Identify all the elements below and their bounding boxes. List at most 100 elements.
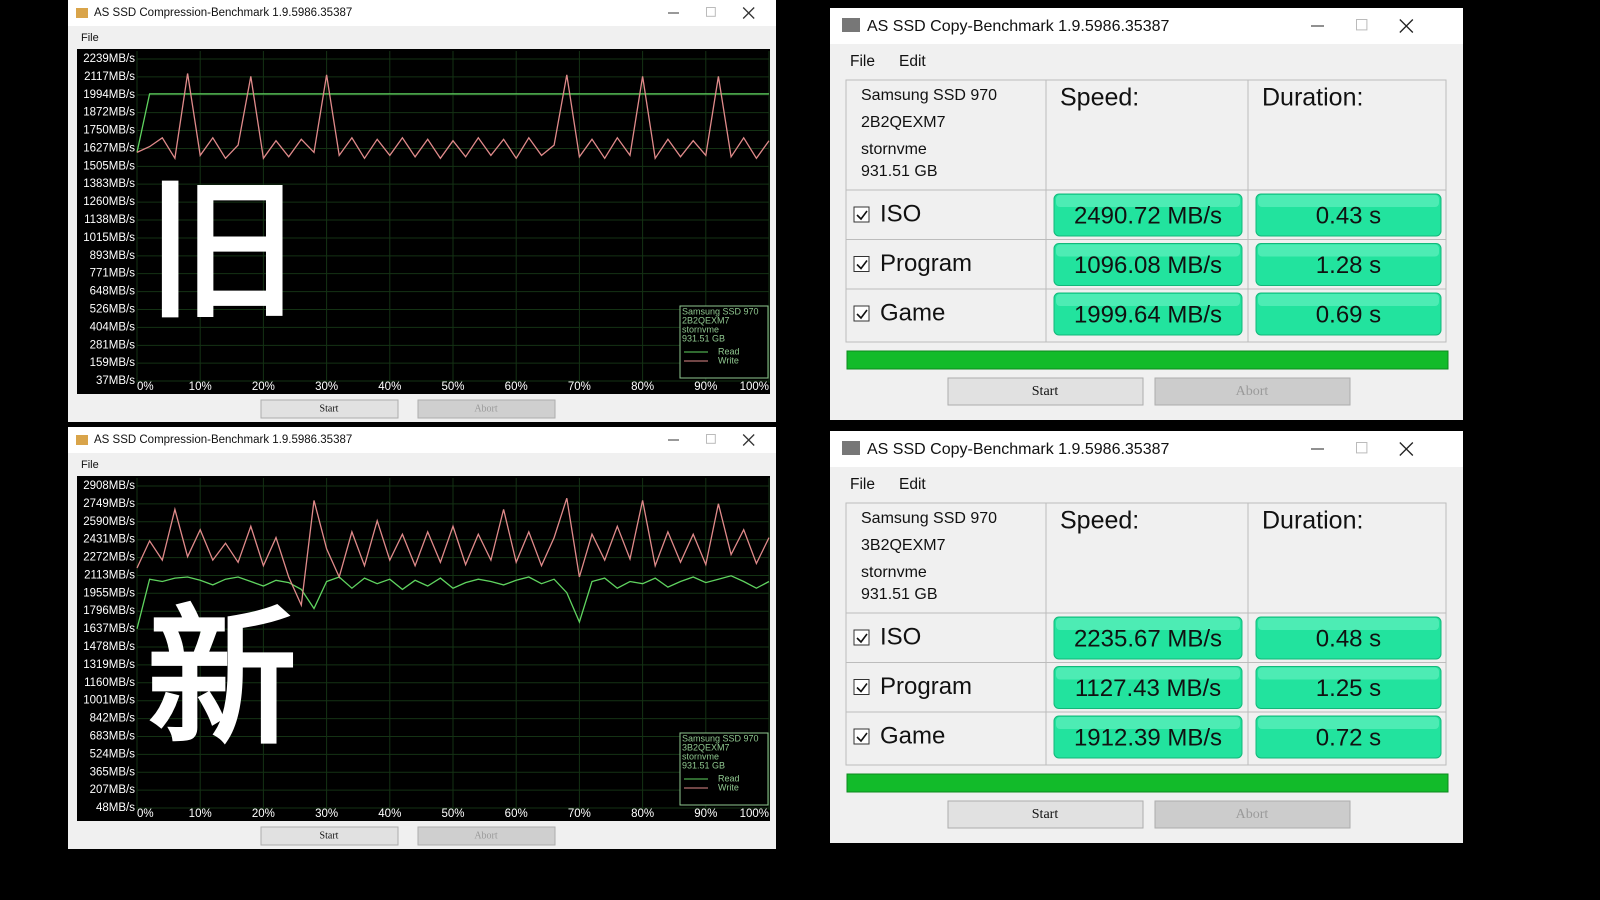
button-label[interactable]: Start (1032, 384, 1059, 399)
button-label[interactable]: Start (1032, 807, 1059, 822)
button[interactable] (1154, 377, 1351, 406)
device-info: Samsung SSD 970 (861, 510, 997, 527)
button-label[interactable]: Start (320, 403, 339, 414)
close-button[interactable] (1399, 442, 1414, 456)
checkmark (856, 683, 868, 693)
result-speed: 1912.39 MB/s (1074, 724, 1222, 751)
button-label[interactable]: Start (320, 830, 339, 841)
result-duration: 1.25 s (1316, 675, 1381, 702)
button-label[interactable]: Abort (474, 830, 498, 841)
checkbox[interactable] (853, 305, 870, 322)
legend-label: Read (718, 773, 740, 783)
checkbox[interactable] (853, 256, 870, 272)
y-tick-label: 365MB/s (90, 766, 136, 778)
result-shine (1056, 717, 1240, 729)
x-tick-label: 50% (441, 808, 464, 820)
checkmark (856, 210, 868, 221)
x-tick-label: 90% (694, 381, 717, 393)
result-shine (1056, 244, 1240, 257)
app-icon (842, 18, 860, 32)
test-name: Game (880, 722, 945, 749)
series-line (136, 575, 770, 629)
y-tick-label: 2239MB/s (83, 53, 135, 65)
menu-item[interactable]: File (81, 32, 99, 44)
button-label[interactable]: Abort (474, 403, 498, 414)
x-tick-label: 20% (252, 381, 275, 393)
result-shine (1258, 195, 1439, 207)
column-header: Duration: (1262, 84, 1363, 112)
checkbox[interactable] (853, 679, 870, 695)
y-tick-label: 207MB/s (90, 784, 136, 796)
y-tick-label: 1138MB/s (84, 214, 135, 226)
button-label[interactable]: Abort (1236, 384, 1269, 399)
button-label[interactable]: Abort (1236, 807, 1269, 822)
checkmark (856, 732, 868, 743)
menu-item[interactable]: Edit (899, 476, 926, 493)
x-tick-label: 70% (568, 808, 591, 820)
series-line (136, 498, 770, 608)
result-shine (1258, 618, 1439, 630)
test-name: Program (880, 250, 972, 277)
maximize-button[interactable] (706, 434, 716, 444)
device-info: 2B2QEXM7 (861, 114, 946, 131)
window-title: AS SSD Compression-Benchmark 1.9.5986.35… (94, 7, 352, 19)
menu-item[interactable]: Edit (899, 53, 926, 70)
title-bar (830, 431, 1463, 467)
result-shine (1258, 717, 1439, 729)
result-duration: 0.69 s (1316, 301, 1381, 328)
y-tick-label: 842MB/s (90, 713, 136, 725)
result-shine (1258, 294, 1439, 306)
button[interactable] (417, 826, 556, 846)
progress-bar (846, 350, 1449, 370)
button[interactable] (947, 800, 1144, 829)
checkbox[interactable] (853, 728, 870, 745)
maximize-button[interactable] (1356, 19, 1368, 31)
y-tick-label: 281MB/s (90, 339, 136, 351)
legend-device: Samsung SSD 970 (682, 306, 759, 316)
button[interactable] (260, 826, 399, 846)
y-tick-label: 1319MB/s (83, 659, 135, 671)
close-button[interactable] (742, 7, 755, 19)
legend-device: 3B2QEXM7 (682, 742, 730, 752)
y-tick-label: 2272MB/s (83, 552, 135, 564)
button[interactable] (1154, 800, 1351, 829)
menu-item[interactable]: File (850, 53, 875, 70)
y-tick-label: 2749MB/s (83, 498, 135, 510)
legend-device: stornvme (682, 751, 719, 761)
menu-item[interactable]: File (850, 476, 875, 493)
y-tick-label: 2113MB/s (84, 570, 135, 582)
checkbox[interactable] (853, 206, 870, 223)
app-icon (76, 435, 88, 445)
close-button[interactable] (1399, 19, 1414, 33)
y-tick-label: 2908MB/s (83, 480, 135, 492)
y-tick-label: 526MB/s (90, 304, 136, 316)
device-info: 931.51 GB (861, 163, 938, 180)
y-tick-label: 1872MB/s (83, 107, 135, 119)
x-tick-label: 90% (694, 808, 717, 820)
button[interactable] (417, 399, 556, 419)
result-duration: 0.72 s (1316, 724, 1381, 751)
result-speed: 1127.43 MB/s (1075, 675, 1221, 702)
result-shine (1258, 667, 1439, 680)
maximize-button[interactable] (1356, 442, 1368, 454)
x-tick-label: 30% (315, 808, 338, 820)
y-tick-label: 1505MB/s (83, 160, 135, 172)
test-name: ISO (880, 200, 921, 227)
y-tick-label: 1383MB/s (83, 178, 135, 190)
checkbox[interactable] (853, 629, 870, 646)
window-title: AS SSD Compression-Benchmark 1.9.5986.35… (94, 434, 352, 446)
button[interactable] (260, 399, 399, 419)
menu-item[interactable]: File (81, 459, 99, 471)
y-tick-label: 1637MB/s (83, 623, 135, 635)
title-bar (68, 427, 776, 453)
device-info: Samsung SSD 970 (861, 87, 997, 104)
legend-device: 2B2QEXM7 (682, 315, 730, 325)
maximize-button[interactable] (706, 7, 716, 17)
y-tick-label: 893MB/s (90, 250, 136, 262)
legend-device: 931.51 GB (682, 333, 725, 343)
close-button[interactable] (742, 434, 755, 446)
result-speed: 1096.08 MB/s (1074, 252, 1222, 279)
y-tick-label: 404MB/s (90, 321, 136, 333)
x-tick-label: 80% (631, 808, 654, 820)
button[interactable] (947, 377, 1144, 406)
